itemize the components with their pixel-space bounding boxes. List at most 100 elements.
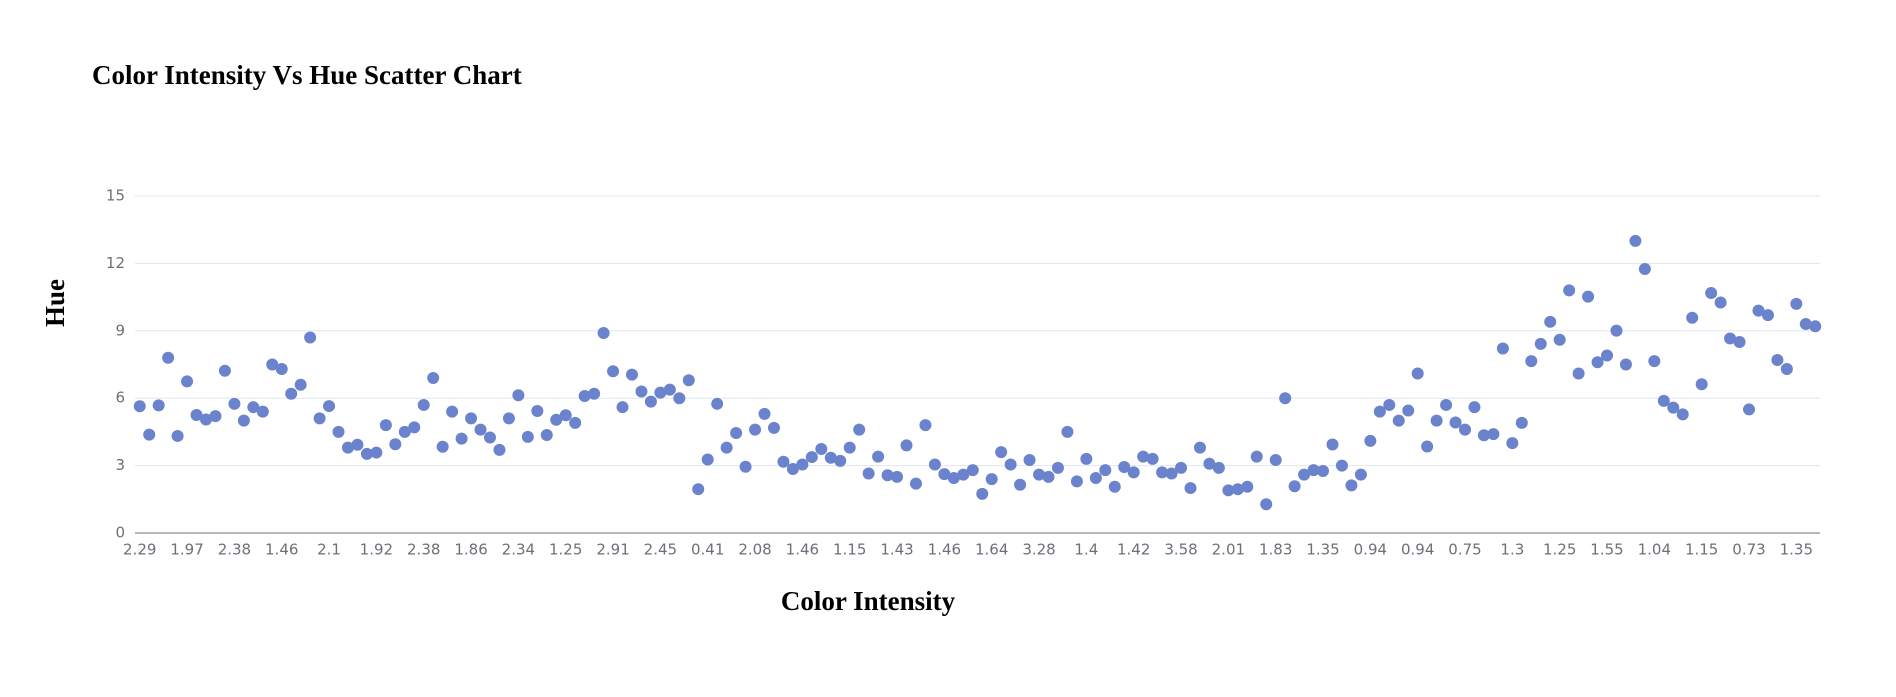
- point: [843, 441, 856, 454]
- x-tick-label: 1.46: [928, 541, 961, 559]
- point: [521, 430, 534, 443]
- point: [1459, 423, 1472, 436]
- point: [805, 451, 818, 464]
- x-tick-label: 1.15: [1685, 541, 1718, 559]
- y-tick-label: 15: [106, 187, 125, 205]
- point: [938, 468, 951, 481]
- point: [351, 438, 364, 451]
- point: [417, 398, 430, 411]
- point: [1468, 401, 1481, 414]
- point: [786, 462, 799, 475]
- point: [1610, 324, 1623, 337]
- point: [1118, 460, 1131, 473]
- x-tick-label: 1.86: [454, 541, 487, 559]
- point: [1184, 482, 1197, 495]
- point: [1317, 464, 1330, 477]
- point: [1619, 358, 1632, 371]
- point: [171, 429, 184, 442]
- point: [332, 425, 345, 438]
- point: [1023, 453, 1036, 466]
- x-tick-label: 1.46: [265, 541, 298, 559]
- point: [1629, 234, 1642, 247]
- x-tick-label: 0.41: [691, 541, 724, 559]
- point: [408, 421, 421, 434]
- point: [1411, 367, 1424, 380]
- point: [1165, 467, 1178, 480]
- point: [1146, 452, 1159, 465]
- point: [1212, 461, 1225, 474]
- point: [635, 385, 648, 398]
- point: [1193, 441, 1206, 454]
- point: [218, 364, 231, 377]
- point: [1099, 464, 1112, 477]
- point: [1534, 337, 1547, 350]
- point: [644, 395, 657, 408]
- x-tick-label: 0.73: [1732, 541, 1765, 559]
- point: [909, 477, 922, 490]
- point: [133, 400, 146, 413]
- point: [360, 447, 373, 460]
- point: [1203, 457, 1216, 470]
- x-tick-label: 1.43: [880, 541, 913, 559]
- point: [1733, 336, 1746, 349]
- point: [758, 407, 771, 420]
- point: [663, 383, 676, 396]
- point: [673, 392, 686, 405]
- point: [559, 409, 572, 422]
- x-tick-label: 0.94: [1354, 541, 1387, 559]
- point: [1743, 403, 1756, 416]
- point: [1487, 428, 1500, 441]
- x-tick-label: 1.4: [1074, 541, 1098, 559]
- point: [588, 387, 601, 400]
- point: [1335, 459, 1348, 472]
- point: [966, 464, 979, 477]
- point: [597, 327, 610, 340]
- point: [1449, 416, 1462, 429]
- x-tick-label: 2.29: [123, 541, 156, 559]
- point: [1051, 461, 1064, 474]
- point: [682, 374, 695, 387]
- point: [1354, 468, 1367, 481]
- point: [493, 443, 506, 456]
- point: [228, 397, 241, 410]
- point: [266, 358, 279, 371]
- y-axis-title: Hue: [40, 279, 70, 327]
- x-tick-label: 1.42: [1117, 541, 1150, 559]
- chart-title: Color Intensity Vs Hue Scatter Chart: [92, 60, 522, 90]
- point: [569, 416, 582, 429]
- point: [1582, 290, 1595, 303]
- x-tick-label: 3.28: [1022, 541, 1055, 559]
- point: [862, 467, 875, 480]
- point: [957, 468, 970, 481]
- point: [446, 405, 459, 418]
- x-tick-label: 2.08: [738, 541, 771, 559]
- point: [256, 405, 269, 418]
- point: [947, 471, 960, 484]
- x-tick-label: 3.58: [1164, 541, 1197, 559]
- x-tick-label: 1.15: [833, 541, 866, 559]
- point: [1430, 414, 1443, 427]
- point: [152, 399, 165, 412]
- point: [1525, 355, 1538, 368]
- point: [1761, 309, 1774, 322]
- point: [692, 483, 705, 496]
- point: [247, 401, 260, 414]
- y-tick-label: 12: [106, 254, 125, 272]
- x-tick-label: 1.64: [975, 541, 1008, 559]
- x-tick-label: 1.25: [1543, 541, 1576, 559]
- point: [1014, 478, 1027, 491]
- point: [1667, 401, 1680, 414]
- x-tick-label: 1.55: [1590, 541, 1623, 559]
- point: [1544, 315, 1557, 328]
- point: [607, 365, 620, 378]
- point: [796, 458, 809, 471]
- point: [1241, 480, 1254, 493]
- point: [872, 450, 885, 463]
- x-tick-label: 2.34: [502, 541, 535, 559]
- point: [900, 439, 913, 452]
- x-tick-label: 1.35: [1306, 541, 1339, 559]
- point: [834, 454, 847, 467]
- point: [483, 431, 496, 444]
- y-tick-label: 0: [115, 524, 125, 542]
- x-tick-label: 0.75: [1448, 541, 1481, 559]
